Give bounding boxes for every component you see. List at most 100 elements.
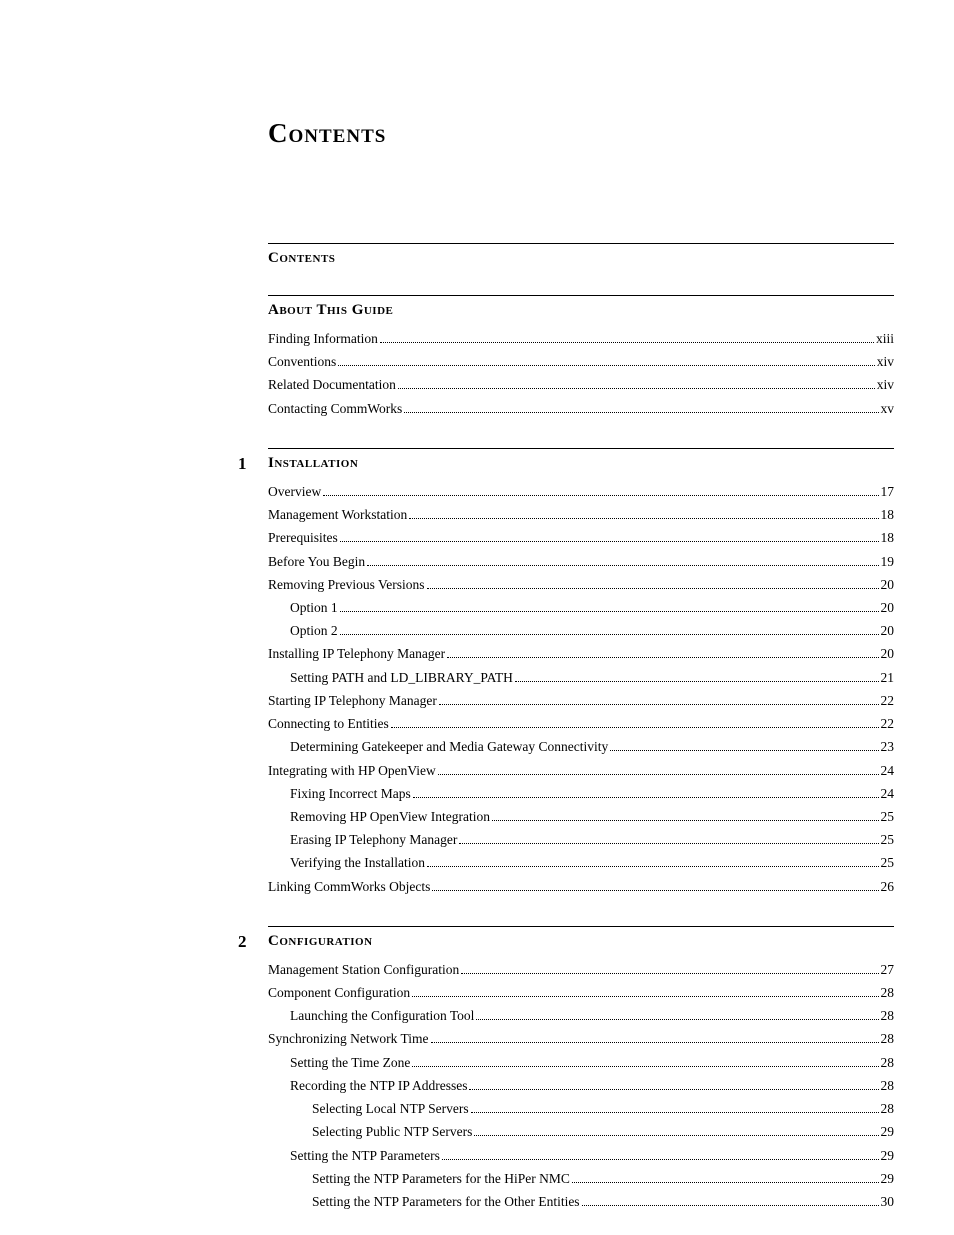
toc-leader-dots [438, 774, 879, 775]
toc-entry-label: Management Station Configuration [268, 958, 459, 981]
toc-entry-label: Setting the NTP Parameters [290, 1144, 440, 1167]
section-rule [268, 243, 894, 244]
toc-leader-dots [476, 1019, 878, 1020]
toc-entry-label: Contacting CommWorks [268, 397, 402, 420]
toc-leader-dots [340, 634, 879, 635]
toc-entry[interactable]: Overview17 [268, 480, 894, 503]
toc-leader-dots [413, 797, 879, 798]
toc-entry-page: 27 [881, 958, 895, 981]
toc-entry[interactable]: Integrating with HP OpenView 24 [268, 759, 894, 782]
toc-entry[interactable]: Selecting Public NTP Servers 29 [268, 1120, 894, 1143]
toc-leader-dots [412, 996, 878, 997]
toc-entry[interactable]: Conventions xiv [268, 350, 894, 373]
toc-entry-page: 20 [881, 619, 895, 642]
toc-leader-dots [340, 541, 879, 542]
toc-leader-dots [427, 866, 879, 867]
toc-entry[interactable]: Setting the NTP Parameters for the Other… [268, 1190, 894, 1213]
toc-entry[interactable]: Setting the NTP Parameters for the HiPer… [268, 1167, 894, 1190]
toc-entry-label: Conventions [268, 350, 336, 373]
toc-entry-label: Synchronizing Network Time [268, 1027, 429, 1050]
section-rule [268, 448, 894, 449]
toc-entry-label: Starting IP Telephony Manager [268, 689, 437, 712]
toc-leader-dots [572, 1182, 879, 1183]
toc-entry-label: Overview [268, 480, 321, 503]
toc-entry-page: 19 [881, 550, 895, 573]
toc-entry-page: 20 [881, 642, 895, 665]
toc-entry[interactable]: Setting the NTP Parameters 29 [268, 1144, 894, 1167]
toc-entry-page: xiv [877, 373, 894, 396]
section-rule [268, 295, 894, 296]
toc-entry-label: Setting the NTP Parameters for the Other… [312, 1190, 580, 1213]
toc-entry[interactable]: Option 120 [268, 596, 894, 619]
toc-entry[interactable]: Component Configuration28 [268, 981, 894, 1004]
toc-entry-page: 21 [881, 666, 895, 689]
toc-entry[interactable]: Installing IP Telephony Manager20 [268, 642, 894, 665]
toc-entry[interactable]: Recording the NTP IP Addresses28 [268, 1074, 894, 1097]
toc-entry[interactable]: Setting the Time Zone28 [268, 1051, 894, 1074]
toc-entry-page: 28 [881, 1004, 895, 1027]
toc-entry[interactable]: Prerequisites 18 [268, 526, 894, 549]
toc-section: About This GuideFinding InformationxiiiC… [60, 295, 894, 420]
toc-entry[interactable]: Connecting to Entities22 [268, 712, 894, 735]
page: Contents Contents About This GuideFinding… [0, 0, 954, 1235]
toc-section: 2ConfigurationManagement Station Configu… [60, 926, 894, 1213]
toc-entry-page: xiii [876, 327, 894, 350]
toc-entry-label: Linking CommWorks Objects [268, 875, 430, 898]
toc-entry[interactable]: Removing HP OpenView Integration25 [268, 805, 894, 828]
toc-entry-page: 20 [881, 573, 895, 596]
toc-entry-page: xiv [877, 350, 894, 373]
toc-entry[interactable]: Erasing IP Telephony Manager25 [268, 828, 894, 851]
toc-entry[interactable]: Option 2 20 [268, 619, 894, 642]
toc-entry-label: Fixing Incorrect Maps [290, 782, 411, 805]
toc-entry-page: 29 [881, 1120, 895, 1143]
toc-entry-label: Determining Gatekeeper and Media Gateway… [290, 735, 608, 758]
toc-leader-dots [398, 388, 875, 389]
section-number: 1 [238, 454, 247, 474]
toc-leader-dots [427, 588, 879, 589]
toc-entry-label: Selecting Public NTP Servers [312, 1120, 472, 1143]
toc-entry[interactable]: Before You Begin19 [268, 550, 894, 573]
toc-section: Contents [60, 243, 894, 267]
toc-entry-label: Integrating with HP OpenView [268, 759, 436, 782]
toc-leader-dots [380, 342, 874, 343]
section-heading: Installation [268, 455, 894, 472]
toc-entry-page: 23 [881, 735, 895, 758]
toc-entry-label: Removing Previous Versions [268, 573, 425, 596]
toc-entry[interactable]: Management Workstation18 [268, 503, 894, 526]
toc-entry-page: 26 [881, 875, 895, 898]
toc-entry-page: 25 [881, 851, 895, 874]
toc-section: 1 Installation Overview17Management Workst… [60, 448, 894, 898]
toc-entry-page: 29 [881, 1144, 895, 1167]
toc-entry[interactable]: Verifying the Installation25 [268, 851, 894, 874]
section-heading: Configuration [268, 933, 894, 950]
section-body: Installation Overview17Management Worksta… [268, 448, 894, 898]
toc-entry[interactable]: Related Documentationxiv [268, 373, 894, 396]
toc-entry[interactable]: Linking CommWorks Objects 26 [268, 875, 894, 898]
page-title: Contents [268, 118, 894, 149]
toc-entry-page: 22 [881, 689, 895, 712]
toc-entry[interactable]: Finding Informationxiii [268, 327, 894, 350]
section-body: Contents [268, 243, 894, 267]
toc-entry-label: Prerequisites [268, 526, 338, 549]
toc-entry[interactable]: Management Station Configuration 27 [268, 958, 894, 981]
toc-entry-page: 18 [881, 503, 895, 526]
toc-entry[interactable]: Contacting CommWorks xv [268, 397, 894, 420]
toc-entry[interactable]: Fixing Incorrect Maps 24 [268, 782, 894, 805]
toc-entry[interactable]: Synchronizing Network Time28 [268, 1027, 894, 1050]
toc-entry-label: Setting the Time Zone [290, 1051, 410, 1074]
toc-entry-label: Selecting Local NTP Servers [312, 1097, 469, 1120]
toc-entry[interactable]: Launching the Configuration Tool28 [268, 1004, 894, 1027]
section-heading: Contents [268, 250, 894, 267]
toc-entry-label: Option 2 [290, 619, 338, 642]
toc-entry[interactable]: Setting PATH and LD_LIBRARY_PATH21 [268, 666, 894, 689]
toc-entry-page: 24 [881, 759, 895, 782]
toc-entry-label: Component Configuration [268, 981, 410, 1004]
toc-entry-page: 28 [881, 1097, 895, 1120]
toc-entry[interactable]: Removing Previous Versions 20 [268, 573, 894, 596]
toc-entry[interactable]: Selecting Local NTP Servers 28 [268, 1097, 894, 1120]
toc-leader-dots [412, 1066, 878, 1067]
toc-entry[interactable]: Starting IP Telephony Manager 22 [268, 689, 894, 712]
toc-entry-page: 18 [881, 526, 895, 549]
toc-entry-page: 24 [881, 782, 895, 805]
toc-entry[interactable]: Determining Gatekeeper and Media Gateway… [268, 735, 894, 758]
